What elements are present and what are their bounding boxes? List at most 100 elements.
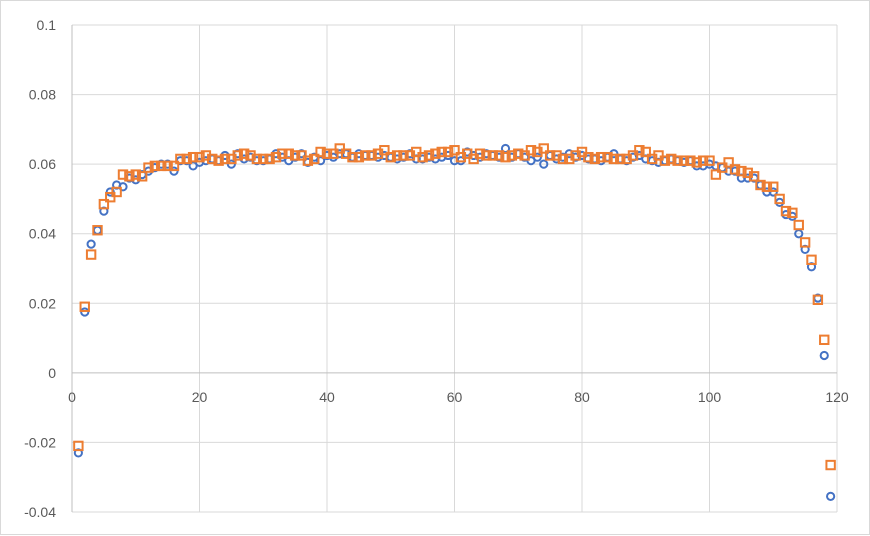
series-1-point (819, 350, 829, 361)
series-2-point (640, 146, 651, 158)
series-2-point (136, 171, 148, 182)
series-2-point (213, 155, 224, 166)
series-2-point (117, 169, 129, 180)
series-2-point (353, 151, 365, 163)
series-2-point (251, 153, 263, 165)
series-2-point (366, 150, 377, 161)
series-2-point (761, 181, 773, 192)
series-2-point (130, 169, 141, 180)
x-tick-label: 0 (68, 389, 76, 405)
series-2-point (315, 146, 326, 158)
series-2-point (774, 193, 785, 205)
series-2-point (442, 146, 454, 158)
x-tick-label: 40 (319, 389, 335, 405)
series-2-point (608, 153, 620, 165)
series-2-point (175, 153, 186, 165)
series-2-point (430, 148, 441, 159)
series-1-point (532, 152, 542, 162)
series-2-point (493, 150, 505, 161)
series-2-point (576, 146, 588, 158)
series-2-point (149, 160, 161, 172)
series-2-point (780, 205, 792, 217)
series-2-point (806, 254, 817, 266)
series-2-point (787, 207, 798, 219)
series-2-point (793, 219, 804, 231)
series-1-point (118, 182, 128, 192)
x-tick-label: 20 (192, 389, 208, 405)
series-2-point (519, 150, 530, 161)
series-2-point (219, 153, 231, 165)
y-tick-label: 0.02 (29, 295, 56, 311)
series-2-point (105, 191, 116, 203)
series-2-point (595, 151, 607, 163)
series-2-point (156, 160, 167, 172)
series-2-point (124, 171, 135, 182)
tick-labels: -0.04 -0.02 0 0.02 0.04 0.06 0.08 0.1 0 20 40 60 80 1… (24, 17, 849, 520)
series-2-point (283, 148, 294, 159)
series-2-point (697, 155, 709, 166)
series-2-point (423, 150, 435, 161)
series-2-point (187, 151, 199, 163)
series-2-point (79, 301, 90, 312)
series-2-point (634, 145, 645, 156)
series-2-point (92, 225, 103, 236)
series-2-point (672, 155, 683, 166)
series-2-point (385, 151, 396, 163)
series-2-point (589, 153, 600, 165)
series-2-point (557, 153, 569, 165)
series-1-point (226, 159, 236, 169)
series-2-point (162, 160, 173, 172)
series-2-point (500, 151, 511, 163)
series-2-point (768, 181, 779, 192)
series-1-point (539, 159, 549, 169)
y-tick-label: 0.08 (29, 87, 56, 103)
x-tick-label: 100 (698, 389, 722, 405)
x-tick-label: 60 (447, 389, 463, 405)
y-tick-label: -0.02 (24, 434, 56, 450)
series-2-point (583, 151, 594, 163)
series-2-point (615, 153, 626, 165)
series-2-point (602, 151, 613, 163)
series-2-point (398, 150, 409, 161)
series-2-point (391, 150, 403, 161)
series-2-point (819, 334, 830, 346)
series-2-point (289, 150, 301, 161)
series-2-point (506, 150, 518, 161)
series-2-point (347, 151, 358, 163)
series-2-point (73, 440, 84, 452)
series-2-point (825, 459, 836, 471)
series-2-point (736, 165, 747, 177)
series-2-point (168, 160, 180, 172)
series-2-point (264, 153, 275, 165)
series-1-point (768, 187, 778, 197)
series-2-point (704, 155, 715, 166)
series-1-point (92, 225, 103, 235)
series-2-point (627, 150, 639, 161)
series-2-point (513, 148, 524, 159)
series-2-point (334, 143, 345, 154)
series-2-point (462, 148, 473, 159)
series-2-point (691, 157, 702, 168)
series-2-point (685, 155, 696, 166)
series-2-point (544, 150, 556, 161)
series-2-point (474, 148, 486, 159)
y-tick-label: -0.04 (24, 504, 56, 520)
series-1-point (105, 187, 115, 197)
series-2-point (678, 155, 690, 166)
series-2-point (321, 148, 333, 159)
series-1-point (86, 239, 96, 249)
series-1-point (80, 307, 90, 317)
series-1-point (169, 166, 179, 176)
series-2-point (653, 150, 664, 161)
series-2-point (755, 179, 766, 191)
series-2-point (481, 150, 492, 161)
series-2-point (411, 146, 422, 158)
series-2-point (296, 150, 307, 161)
series-2-point (659, 155, 671, 166)
series-2-point (799, 237, 811, 248)
series-2-point (538, 143, 549, 154)
series-2-point (723, 157, 734, 168)
series-2-point (748, 171, 760, 182)
series-2-point (194, 151, 205, 163)
